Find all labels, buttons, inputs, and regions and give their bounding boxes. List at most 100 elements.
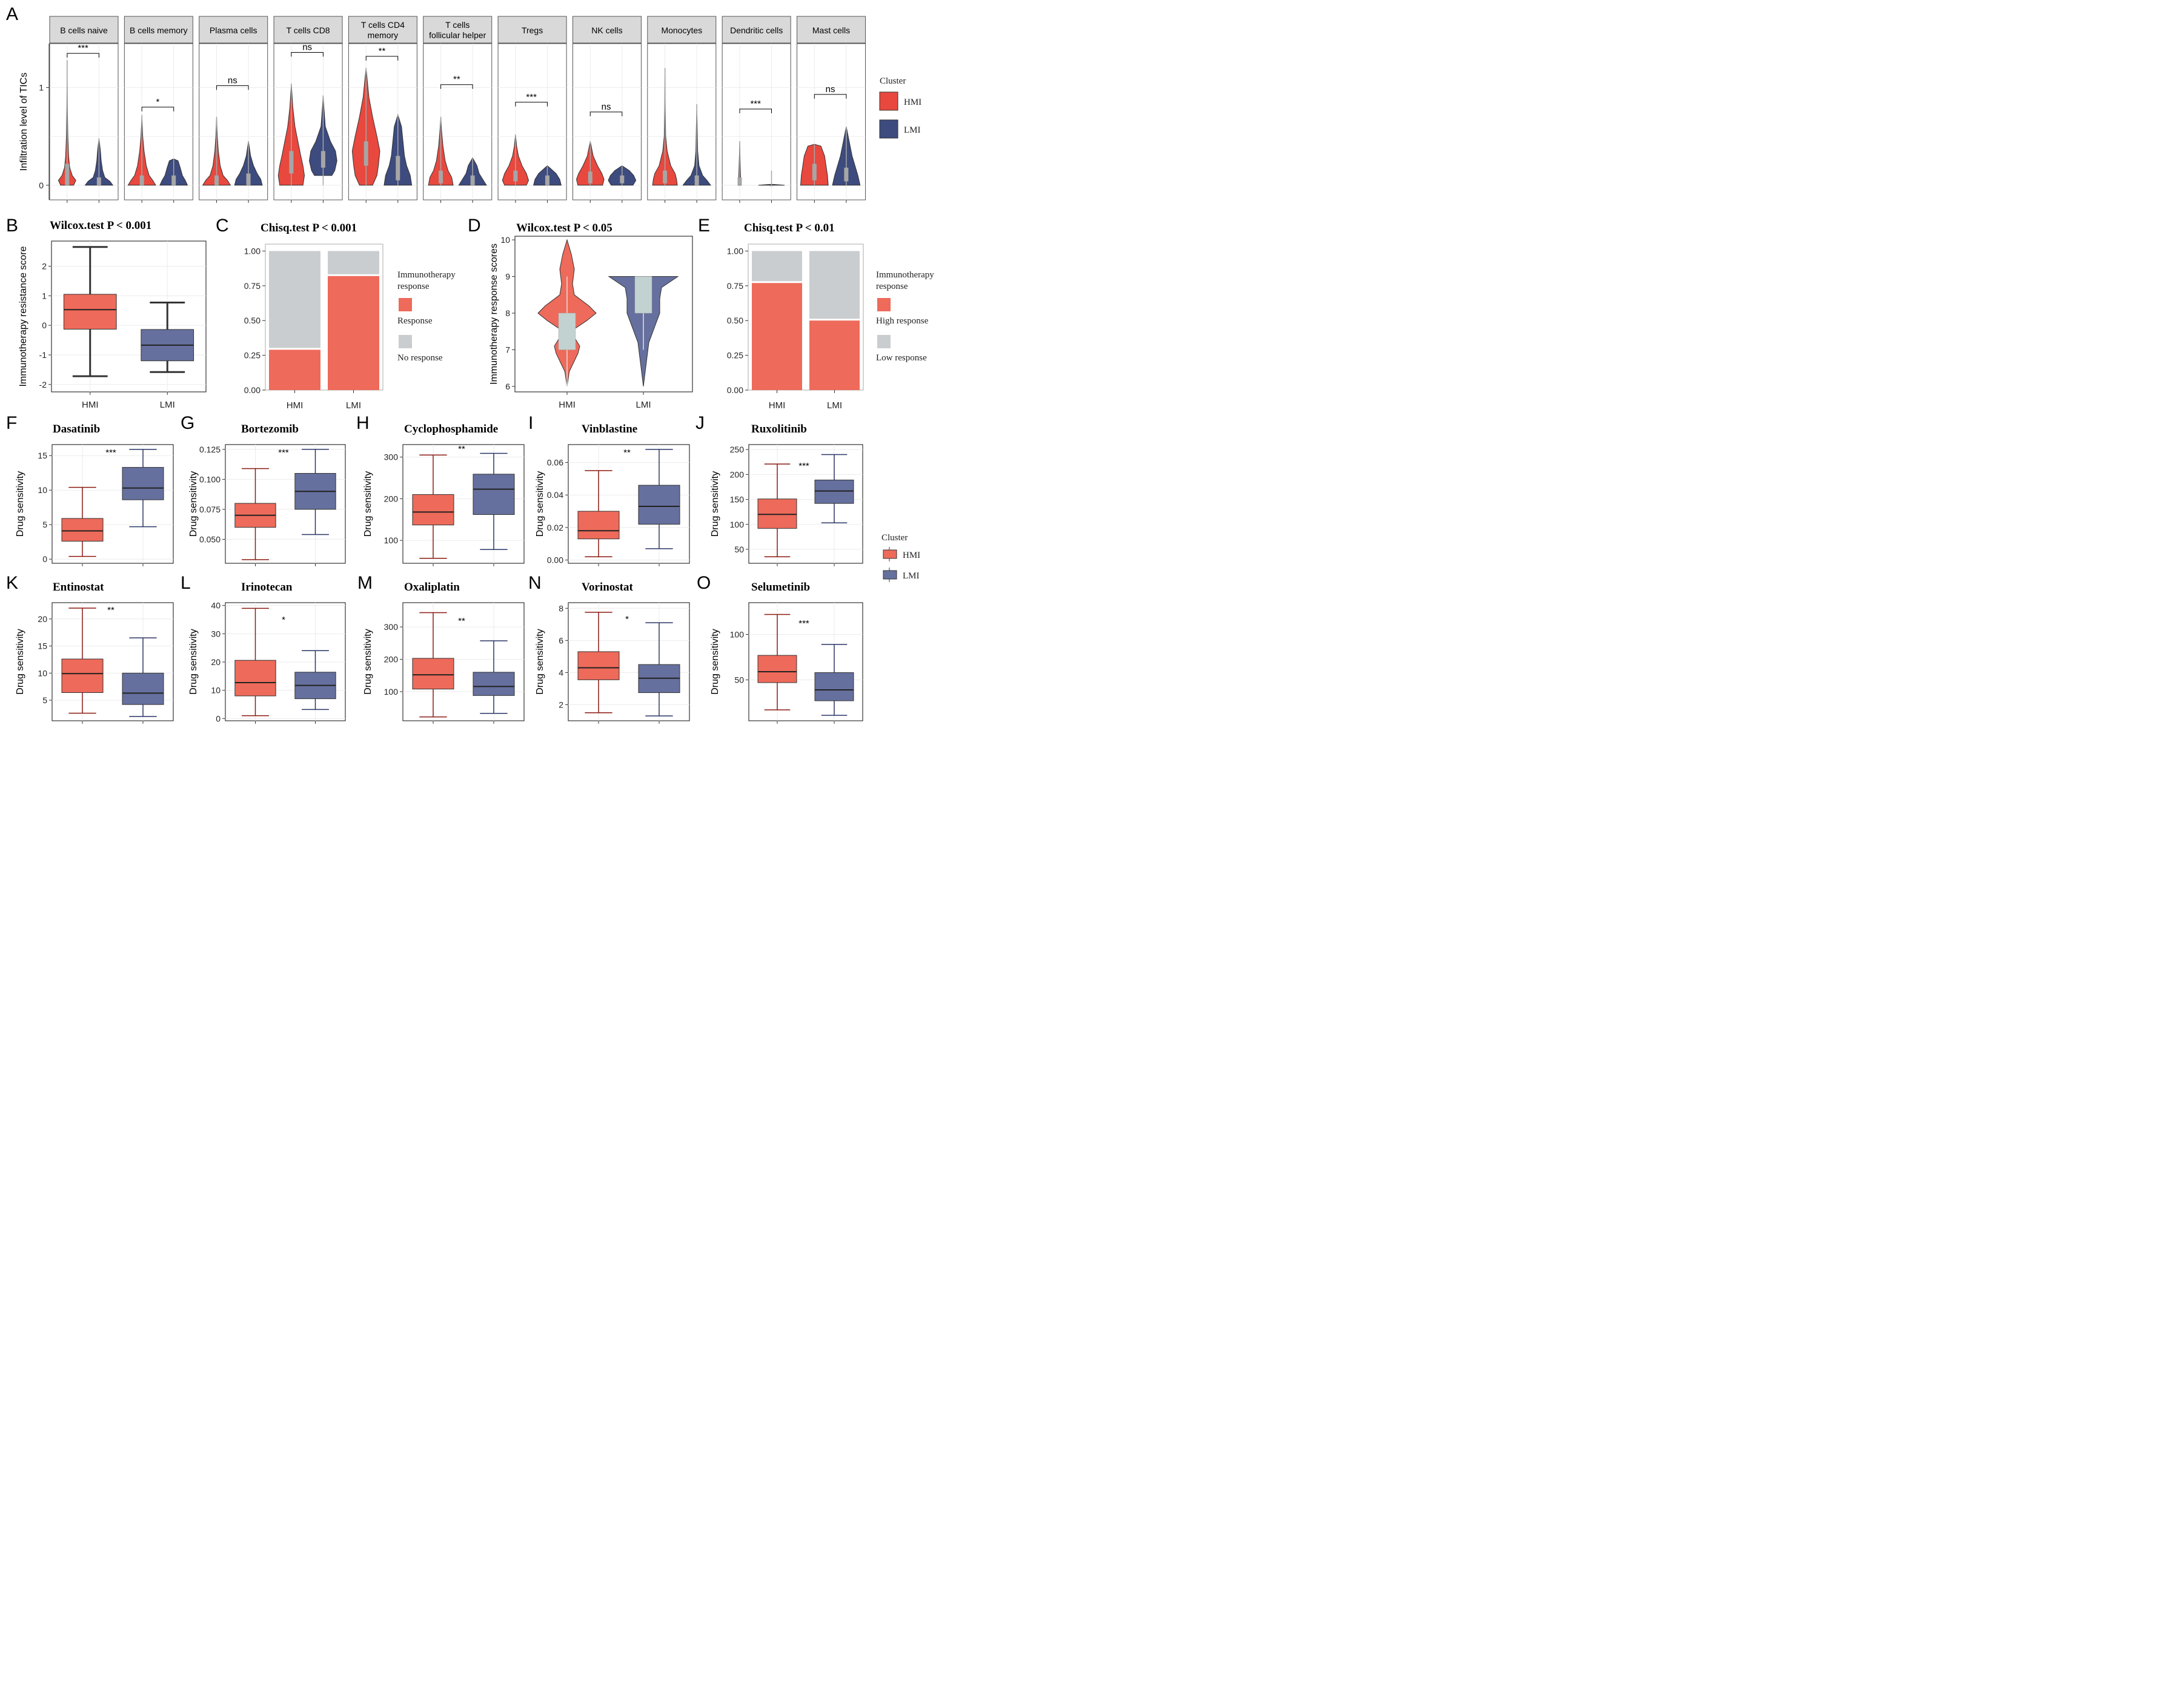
facet-9: Dendritic cells *** bbox=[722, 16, 791, 203]
sig-label: *** bbox=[526, 92, 537, 102]
chart-title: Ruxolitinib bbox=[751, 423, 807, 435]
plot-area bbox=[51, 444, 174, 564]
violin-box bbox=[844, 167, 849, 182]
chart-title: Selumetinib bbox=[751, 581, 810, 594]
legend-title: Cluster bbox=[881, 533, 908, 543]
sig-bracket bbox=[814, 94, 847, 99]
y-axis-label: Drug sensitivity bbox=[710, 471, 720, 537]
legend-swatch-response bbox=[877, 298, 891, 311]
y-axis-label: Drug sensitivity bbox=[15, 471, 25, 537]
sig-label: *** bbox=[105, 448, 116, 458]
panel-drug-k: 20 15 10 5 Entinostat ** Drug sensitivity bbox=[15, 581, 174, 724]
sig-label: * bbox=[156, 97, 160, 107]
box-hmi bbox=[63, 294, 117, 329]
sig-bracket bbox=[291, 52, 324, 57]
chart-title: Chisq.test P < 0.01 bbox=[744, 222, 835, 234]
box-lmi bbox=[814, 672, 854, 701]
facet-strip bbox=[797, 16, 866, 44]
facet-3: T cells CD8 ns bbox=[273, 16, 343, 203]
x-tick-label: LMI bbox=[827, 400, 842, 411]
sig-bracket bbox=[440, 84, 473, 89]
y-tick-label: 6 bbox=[505, 382, 510, 391]
panel-label-o: O bbox=[697, 573, 711, 593]
facet-panel bbox=[49, 43, 119, 200]
facet-8: Monocytes bbox=[647, 16, 717, 203]
y-axis-label: Drug sensitivity bbox=[188, 471, 199, 537]
box-hmi bbox=[577, 511, 620, 540]
violin-box bbox=[96, 177, 101, 185]
y-tick-label: 30 bbox=[211, 629, 221, 638]
y-tick-label: 2 bbox=[42, 262, 47, 271]
violin-box bbox=[439, 170, 443, 184]
facet-label: Plasma cells bbox=[210, 25, 257, 35]
sig-bracket bbox=[216, 85, 249, 90]
violin-box bbox=[663, 170, 668, 184]
y-tick-label: 100 bbox=[730, 630, 745, 640]
y-tick-label: 20 bbox=[38, 614, 47, 624]
box-hmi bbox=[757, 498, 797, 529]
violin-box bbox=[634, 276, 652, 314]
facet-strip bbox=[348, 16, 417, 44]
facet-10: Mast cells ns bbox=[797, 16, 866, 203]
panel-b: 2 1 0 -1 -2 HMI LMI Wilcox.test P < 0.001 Immuno… bbox=[18, 219, 207, 410]
box-lmi bbox=[473, 474, 515, 515]
chart-title: Dasatinib bbox=[53, 423, 100, 435]
facet-label-line2: memory bbox=[368, 30, 399, 40]
y-tick-label: 6 bbox=[559, 635, 563, 645]
y-tick-label: 0 bbox=[42, 554, 47, 564]
y-tick-label: 0.75 bbox=[244, 281, 261, 291]
legend-title-line1: Immunotherapy bbox=[876, 270, 934, 280]
sig-bracket bbox=[589, 111, 623, 116]
y-tick-label: 0 bbox=[42, 320, 47, 330]
y-tick-label: 0.75 bbox=[727, 281, 743, 291]
sig-label: *** bbox=[798, 618, 809, 629]
violin-box bbox=[363, 141, 368, 166]
sig-label: *** bbox=[798, 461, 809, 471]
sig-label: ns bbox=[602, 102, 611, 112]
chart-title: Vorinostat bbox=[582, 581, 633, 594]
x-tick-label: LMI bbox=[346, 400, 361, 411]
x-tick-label: HMI bbox=[559, 400, 576, 410]
chart-title: Chisq.test P < 0.001 bbox=[261, 222, 357, 234]
legend-swatch-hmi bbox=[883, 549, 897, 559]
y-tick-label: 0.04 bbox=[547, 490, 563, 500]
figure: A B C D E F G H I J K L M N O 0 1 Infiltration level of T… bbox=[6, 4, 934, 724]
y-axis-label: Immunotherapy resistance score bbox=[18, 246, 28, 386]
chart-title: Entinostat bbox=[53, 581, 104, 594]
y-axis-label: Drug sensitivity bbox=[535, 471, 545, 537]
y-tick-label: 150 bbox=[730, 495, 745, 505]
bar-segment-lower bbox=[809, 320, 860, 390]
violin-box bbox=[214, 175, 219, 185]
bar-segment-upper bbox=[328, 251, 379, 274]
y-tick-label: 200 bbox=[384, 494, 399, 503]
facet-label: NK cells bbox=[591, 25, 622, 35]
violin-box bbox=[139, 175, 144, 185]
panel-drug-o: 100 50 Selumetinib *** Drug sensitivity bbox=[710, 581, 863, 724]
sig-label: ** bbox=[379, 46, 386, 56]
panel-label-c: C bbox=[216, 216, 229, 236]
violin-box bbox=[289, 151, 294, 174]
facet-strip bbox=[572, 16, 642, 44]
sig-label: ns bbox=[302, 42, 312, 53]
panel-drug-g: 0.125 0.100 0.075 0.050 Bortezomib *** Drug se… bbox=[188, 423, 346, 566]
panel-a-y-label: Infiltration level of TICs bbox=[19, 73, 29, 171]
x-tick-label: LMI bbox=[160, 400, 175, 410]
sig-label: *** bbox=[278, 448, 289, 458]
y-tick-label: 0.02 bbox=[547, 523, 563, 532]
y-axis-label: Drug sensitivity bbox=[710, 629, 720, 694]
panel-label-h: H bbox=[356, 413, 370, 433]
y-tick-label: 1.00 bbox=[244, 246, 261, 256]
y-tick-label: 0.50 bbox=[244, 316, 261, 325]
y-tick-label: 0.00 bbox=[244, 385, 261, 395]
panel-drug-h: 300 200 100 Cyclophosphamide ** Drug sensitiv… bbox=[363, 423, 525, 566]
facet-label: T cells CD8 bbox=[287, 25, 330, 35]
legend-label: LMI bbox=[904, 125, 921, 135]
facet-label: Mast cells bbox=[812, 25, 850, 35]
facet-strip bbox=[423, 16, 493, 44]
y-axis-label: Drug sensitivity bbox=[535, 629, 545, 694]
sig-bracket bbox=[67, 53, 99, 58]
violin-box bbox=[320, 151, 325, 168]
sig-label: *** bbox=[750, 99, 761, 109]
panel-label-k: K bbox=[6, 573, 18, 593]
panel-a-legend: Cluster HMI LMI bbox=[879, 76, 921, 139]
